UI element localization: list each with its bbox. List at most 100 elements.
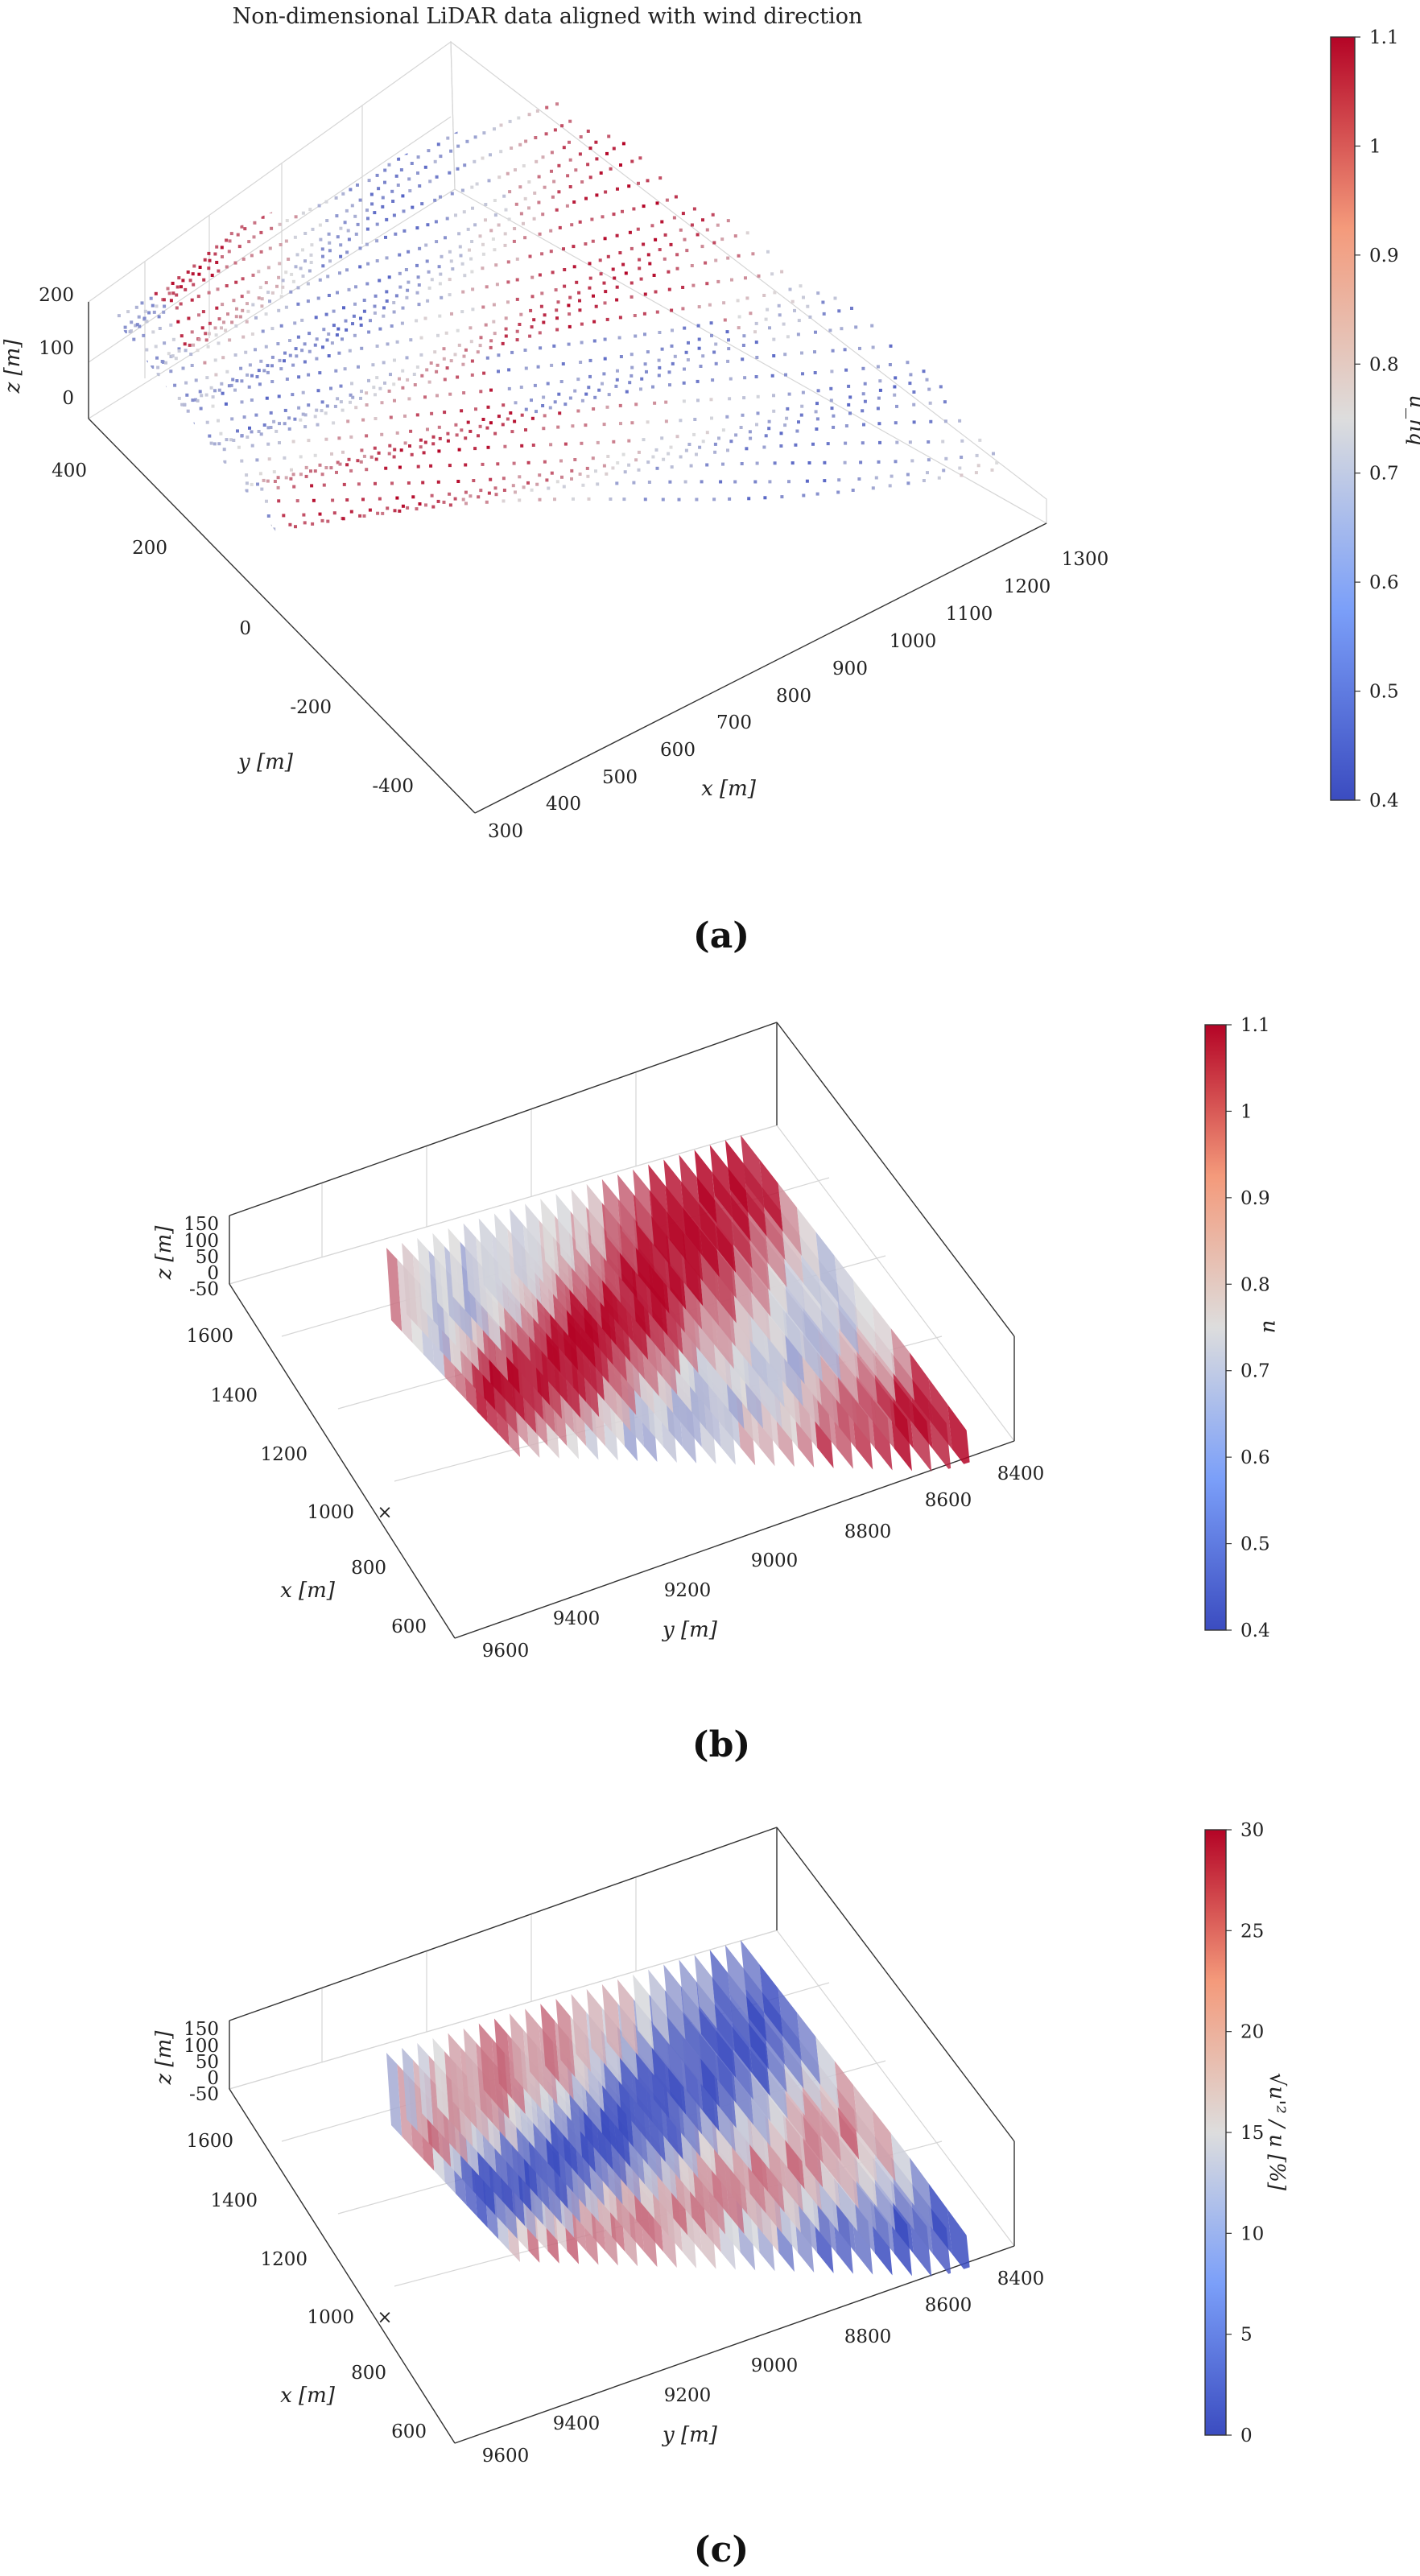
data-point (625, 390, 629, 394)
data-point (332, 324, 336, 328)
data-point (266, 426, 270, 430)
data-point (322, 328, 326, 332)
data-point (351, 322, 354, 326)
data-point (320, 409, 324, 413)
data-point (108, 335, 112, 339)
data-point (336, 291, 339, 295)
data-point (621, 262, 625, 266)
data-point (472, 479, 476, 482)
data-point (705, 431, 709, 435)
data-point (269, 426, 273, 429)
data-point (630, 421, 634, 425)
data-point (294, 195, 298, 199)
data-point (224, 328, 228, 332)
data-point (560, 124, 564, 128)
data-point (389, 415, 393, 419)
data-point (766, 308, 770, 312)
data-point (460, 124, 464, 128)
data-point (508, 190, 512, 194)
data-point (460, 409, 464, 413)
data-point (497, 223, 501, 227)
data-point (151, 402, 155, 407)
data-point (507, 368, 511, 372)
data-point (350, 141, 354, 145)
data-point (417, 283, 421, 287)
slice-segment (648, 1164, 670, 1241)
data-point (358, 198, 362, 202)
z-tick: 150 (184, 2019, 219, 2040)
data-point (173, 383, 177, 387)
slice-segment (890, 2133, 914, 2206)
data-point (336, 460, 340, 464)
data-point (578, 308, 582, 312)
data-point (513, 227, 517, 230)
data-point (566, 174, 570, 178)
data-point (597, 388, 601, 392)
data-point (145, 456, 149, 460)
y-tick: 8400 (997, 2268, 1045, 2289)
data-point (281, 285, 285, 289)
data-point (232, 299, 236, 303)
z-tick: 0 (62, 388, 74, 409)
data-point (400, 321, 404, 325)
data-point (721, 428, 725, 432)
data-point (261, 215, 265, 219)
data-point (523, 236, 527, 240)
data-point (205, 493, 209, 496)
data-point (369, 455, 374, 459)
data-point (438, 314, 442, 318)
data-point (558, 225, 562, 229)
data-point (303, 360, 307, 364)
data-point (643, 497, 647, 502)
data-point (594, 469, 597, 473)
data-point (163, 399, 167, 403)
data-point (373, 446, 377, 450)
data-point (470, 359, 474, 363)
slice-segment (815, 2037, 840, 2109)
data-point (398, 509, 402, 513)
data-point (667, 452, 671, 456)
data-point (922, 369, 926, 374)
data-point (259, 432, 263, 436)
data-point (375, 173, 379, 177)
data-point (695, 452, 698, 456)
data-point (250, 332, 254, 336)
x-tick: 600 (660, 740, 696, 761)
data-point (378, 279, 382, 283)
data-point (654, 237, 658, 242)
data-point (697, 346, 701, 350)
data-point (246, 302, 249, 306)
data-point (691, 283, 696, 287)
data-point (357, 482, 361, 486)
data-point (469, 429, 473, 433)
data-point (246, 436, 250, 439)
data-point (861, 392, 865, 396)
data-point (475, 182, 479, 186)
data-point (588, 374, 592, 378)
data-point (627, 439, 631, 443)
data-point (161, 458, 165, 462)
data-point (570, 223, 574, 227)
data-point (278, 262, 282, 266)
data-point (646, 350, 650, 354)
slice-segment (797, 2013, 821, 2085)
data-point (710, 333, 713, 337)
data-point (332, 511, 336, 515)
data-point (823, 479, 827, 483)
data-point (712, 350, 716, 354)
data-point (567, 342, 571, 346)
slice-segment (601, 1984, 623, 2062)
data-point (454, 76, 458, 80)
data-point (315, 357, 319, 361)
data-point (576, 409, 580, 413)
data-point (530, 416, 535, 420)
data-point (209, 441, 213, 445)
data-point (290, 272, 294, 276)
data-point (401, 306, 405, 310)
data-point (155, 427, 159, 431)
data-point (309, 261, 313, 264)
data-point (854, 325, 858, 329)
x-tick: 1600 (186, 1326, 233, 1347)
data-point (196, 295, 200, 299)
data-point (466, 64, 470, 68)
